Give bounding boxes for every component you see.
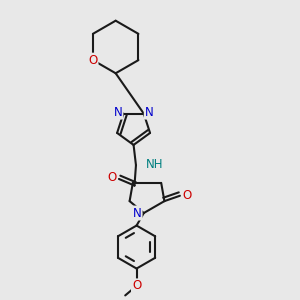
Text: N: N bbox=[145, 106, 154, 118]
Text: O: O bbox=[132, 279, 141, 292]
Text: NH: NH bbox=[146, 158, 163, 171]
Text: O: O bbox=[182, 189, 191, 202]
Text: N: N bbox=[133, 206, 142, 220]
Text: N: N bbox=[114, 106, 122, 118]
Text: O: O bbox=[88, 54, 98, 67]
Text: O: O bbox=[108, 171, 117, 184]
